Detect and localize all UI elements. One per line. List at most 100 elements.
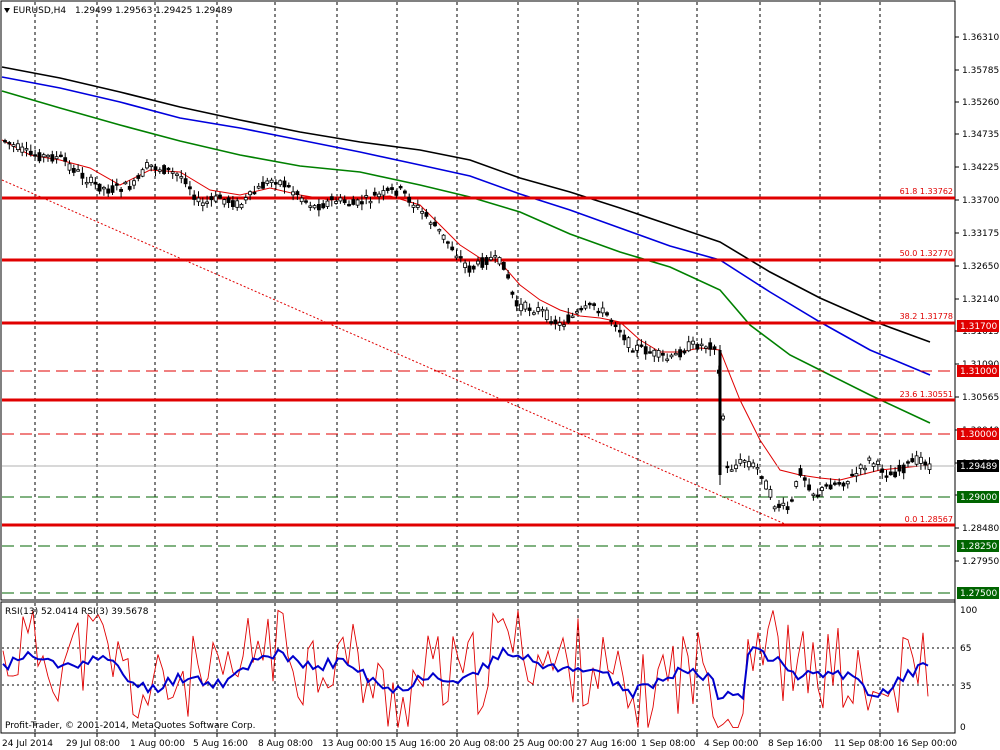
time-axis-label: 11 Sep 08:00 (834, 739, 894, 749)
candle-body (252, 191, 257, 195)
vertical-grid (34, 2, 881, 733)
candle-body (3, 140, 7, 143)
candle-body (553, 319, 558, 324)
candle-body (385, 187, 390, 191)
candle-body (364, 195, 369, 198)
candle-body (114, 183, 119, 186)
candle-body (699, 343, 704, 347)
candle-body (514, 300, 519, 307)
candle-body (906, 461, 910, 464)
candle-body (755, 467, 760, 470)
candle-body (235, 200, 240, 208)
candle-body (20, 146, 25, 153)
level-lines (2, 196, 955, 594)
price-axis-label: 1.32650 (962, 262, 999, 272)
trend-line (1, 179, 786, 525)
candle-body (600, 307, 605, 314)
candle-body (170, 171, 175, 174)
candle-body (768, 489, 773, 498)
candle-body (639, 344, 644, 347)
candle-body (196, 197, 201, 203)
candle-body (93, 181, 98, 185)
candle-body (351, 199, 356, 205)
candle-body (308, 205, 313, 208)
symbol-label: EURUSD,H4 (13, 6, 66, 16)
candle-body (790, 499, 794, 502)
level-value-box (957, 540, 999, 552)
time-axis-label: 15 Aug 16:00 (385, 739, 446, 749)
time-axis-label: 24 Jul 2014 (2, 739, 53, 749)
candle-body (89, 176, 93, 183)
candle-body (433, 221, 437, 227)
candle-body (910, 458, 915, 463)
ohlc-values: 1.29499 1.29563 1.29425 1.29489 (75, 6, 233, 16)
candle-body (742, 460, 747, 463)
candle-body (338, 197, 343, 202)
candle-body (618, 329, 622, 333)
candle-body (144, 162, 149, 169)
candle-body (605, 312, 609, 316)
candle-body (510, 291, 515, 295)
price-axis-label: 1.27950 (962, 557, 999, 567)
candle-body (149, 164, 154, 167)
candle-body (540, 308, 545, 312)
candle-body (691, 340, 695, 345)
candle-body (230, 200, 235, 207)
level-value-text: 1.29489 (960, 462, 997, 472)
level-value-box (957, 491, 999, 503)
candle-body (678, 349, 682, 358)
candle-body (424, 212, 429, 217)
candle-body (269, 179, 274, 183)
level-value-text: 1.31700 (960, 322, 997, 332)
candle-body (278, 180, 283, 186)
candle-body (897, 464, 902, 472)
candle-body (802, 477, 807, 481)
time-axis-label: 4 Sep 00:00 (704, 739, 759, 749)
candle-body (15, 143, 20, 150)
main-chart-frame (0, 0, 956, 601)
fib-labels: 61.8 1.33762 50.0 1.32770 38.2 1.31778 2… (900, 187, 953, 524)
price-axis-label: 1.35260 (962, 98, 999, 108)
candle-body (592, 303, 596, 306)
time-axis-label: 13 Aug 00:00 (322, 739, 383, 749)
candle-body (84, 181, 89, 185)
candle-body (28, 150, 33, 155)
candle-body (63, 157, 68, 162)
time-axis-label: 20 Aug 08:00 (449, 739, 510, 749)
candle-body (110, 185, 115, 193)
candle-body (893, 471, 897, 478)
fib-label-0-0: 0.0 1.28567 (905, 515, 953, 524)
candle-body (729, 469, 734, 472)
moving-averages (1, 66, 931, 481)
candle-body (106, 188, 111, 194)
candle-body (858, 464, 863, 469)
candle-body (587, 302, 592, 306)
chart-header: EURUSD,H4 1.29499 1.29563 1.29425 1.2948… (4, 6, 233, 16)
candle-body (718, 350, 722, 475)
candle-body (24, 148, 29, 151)
candle-body (747, 461, 751, 468)
rsi-header: RSI(13) 52.0414 RSI(3) 39.5678 (5, 607, 149, 617)
candle-body (33, 154, 37, 157)
candle-body (312, 205, 317, 209)
candle-body (390, 187, 394, 190)
price-axis-label: 1.34225 (962, 163, 999, 173)
candle-body (527, 307, 532, 311)
candle-body (613, 324, 618, 328)
copyright-text: Profit-Trader, © 2001-2014, MetaQuotes S… (5, 721, 255, 731)
candle-body (226, 197, 231, 203)
candle-body (445, 241, 450, 244)
candle-body (923, 461, 928, 466)
candle-body (549, 321, 553, 324)
candle-body (643, 346, 648, 355)
candle-body (523, 301, 528, 310)
ma-black-line (1, 66, 931, 343)
candle-body (454, 255, 459, 259)
candle-body (261, 181, 265, 189)
candle-body (381, 190, 386, 196)
candle-body (342, 199, 347, 204)
candle-body (316, 204, 321, 211)
candle-body (661, 352, 665, 356)
time-axis-label: 8 Sep 16:00 (768, 739, 823, 749)
